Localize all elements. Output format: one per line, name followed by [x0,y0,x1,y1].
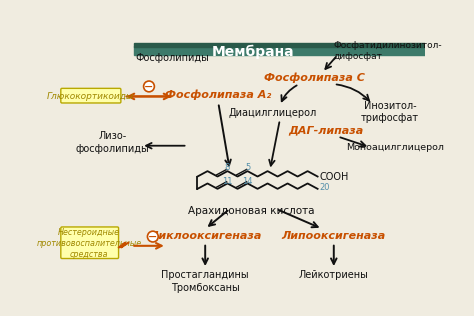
Text: Фосфатидилинозитол-
дифосфат: Фосфатидилинозитол- дифосфат [334,41,442,61]
Text: 11: 11 [222,177,233,186]
Text: Лейкотриены: Лейкотриены [299,270,369,281]
Text: Диацилглицерол: Диацилглицерол [228,108,316,118]
Text: COOH: COOH [320,172,349,181]
Text: Циклооксигеназа: Циклооксигеназа [148,231,262,241]
Text: 8: 8 [225,163,230,172]
Circle shape [144,81,155,92]
Text: Фосфолипиды: Фосфолипиды [135,53,209,63]
Text: 14: 14 [242,177,253,186]
Text: 5: 5 [245,163,250,172]
Text: ДАГ-липаза: ДАГ-липаза [289,125,364,135]
Text: Нестероидные
противовоспалительные
средства: Нестероидные противовоспалительные средс… [36,228,141,259]
FancyBboxPatch shape [61,88,121,103]
Text: Фосфолипаза С: Фосфолипаза С [264,73,365,83]
Text: Лизо-
фосфолипиды: Лизо- фосфолипиды [76,131,150,154]
Text: Арахидоновая кислота: Арахидоновая кислота [188,206,315,216]
Text: Инозитол-
трифосфат: Инозитол- трифосфат [361,100,419,123]
Text: Липооксигеназа: Липооксигеназа [282,231,386,241]
Bar [134,46,425,55]
FancyBboxPatch shape [61,227,118,258]
Text: −: − [144,82,154,91]
Text: Фосфолипаза А₂: Фосфолипаза А₂ [165,90,272,100]
Text: Мембрана: Мембрана [211,45,294,59]
Text: 20: 20 [319,183,329,192]
Text: Глюкокортикоиды: Глюкокортикоиды [47,92,134,101]
Text: Простагландины
Тромбоксаны: Простагландины Тромбоксаны [161,270,249,293]
Text: Моноацилглицерол: Моноацилглицерол [346,143,445,152]
Circle shape [147,231,158,242]
Text: −: − [148,232,157,241]
Bar [134,43,425,47]
